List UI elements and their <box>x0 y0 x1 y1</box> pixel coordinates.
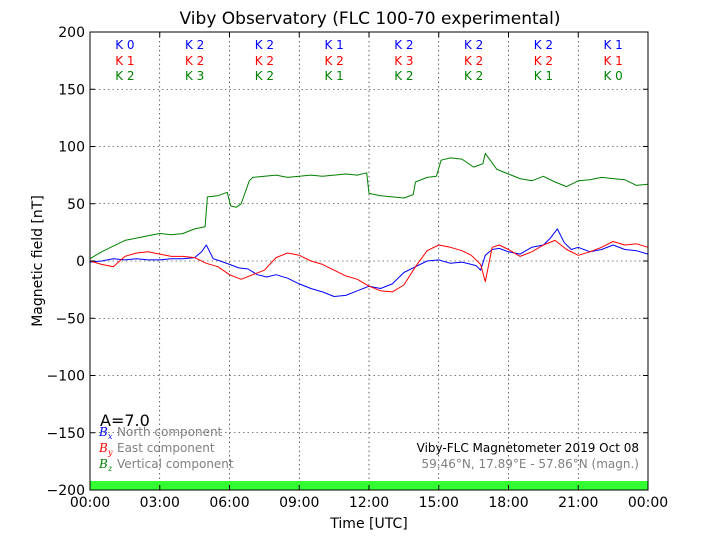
x-tick-label: 00:00 <box>70 495 110 511</box>
y-axis-label: Magnetic field [nT] <box>30 195 46 327</box>
k-index-north: K 1 <box>324 38 343 52</box>
x-tick-label: 12:00 <box>349 495 389 511</box>
k-index-north: K 2 <box>185 38 204 52</box>
k-index-east: K 2 <box>534 54 553 68</box>
legend-label: North component <box>117 425 223 439</box>
series-line-z <box>89 152 649 260</box>
x-tick-label: 00:00 <box>628 495 668 511</box>
k-index-table: K 0K 1K 2K 2K 2K 3K 2K 2K 2K 1K 2K 1K 2K… <box>115 38 623 83</box>
k-index-vertical: K 0 <box>603 69 622 83</box>
legend-symbol: B <box>98 425 108 439</box>
grid-lines <box>90 32 648 490</box>
x-tick-labels: 00:00 03:00 06:00 09:00 12:00 15:00 18:00 21:00… <box>70 495 668 511</box>
y-tick-label: 50 <box>67 197 85 213</box>
axis-ticks <box>89 31 649 491</box>
x-tick-label: 03:00 <box>140 495 180 511</box>
k-index-east: K 3 <box>394 54 413 68</box>
x-tick-label: 18:00 <box>488 495 528 511</box>
y-tick-label: −50 <box>55 311 85 327</box>
y-tick-label: 0 <box>76 254 85 270</box>
k-index-vertical: K 1 <box>534 69 553 83</box>
legend-subscript: x <box>108 432 113 441</box>
k-index-vertical: K 2 <box>115 69 134 83</box>
y-tick-label: −150 <box>47 426 85 442</box>
y-tick-label: −100 <box>47 369 85 385</box>
k-index-vertical: K 3 <box>185 69 204 83</box>
series-line-x <box>89 228 649 297</box>
x-tick-label: 09:00 <box>279 495 319 511</box>
chart-title: Viby Observatory (FLC 100-70 experimenta… <box>180 9 561 29</box>
y-tick-label: −200 <box>47 483 85 499</box>
k-index-east: K 2 <box>464 54 483 68</box>
legend-subscript: y <box>107 448 113 457</box>
k-index-east: K 1 <box>115 54 134 68</box>
legend-symbol: B <box>98 457 108 471</box>
legend-label: East component <box>117 441 215 455</box>
k-index-north: K 2 <box>464 38 483 52</box>
y-tick-label: 100 <box>58 140 85 156</box>
x-tick-label: 21:00 <box>558 495 598 511</box>
instrument-text: Viby-FLC Magnetometer 2019 Oct 08 <box>417 441 639 455</box>
k-index-east: K 2 <box>324 54 343 68</box>
k-index-vertical: K 1 <box>324 69 343 83</box>
y-tick-labels: 200 150 100 50 0 −50 −100 −150 −200 <box>47 25 85 499</box>
y-tick-label: 150 <box>58 82 85 98</box>
x-tick-label: 15:00 <box>419 495 459 511</box>
legend-label: Vertical component <box>117 457 234 471</box>
k-index-east: K 1 <box>603 54 622 68</box>
k-index-north: K 2 <box>255 38 274 52</box>
k-index-east: K 2 <box>185 54 204 68</box>
k-index-east: K 2 <box>255 54 274 68</box>
k-index-vertical: K 2 <box>464 69 483 83</box>
a-index-label: A=7.0 <box>100 411 150 430</box>
k-index-vertical: K 2 <box>255 69 274 83</box>
y-tick-label: 200 <box>58 25 85 41</box>
x-tick-label: 06:00 <box>209 495 249 511</box>
series-line-y <box>89 239 649 293</box>
k-index-north: K 2 <box>534 38 553 52</box>
legend-symbol: B <box>98 441 108 455</box>
legend-subscript: z <box>107 464 113 473</box>
k-index-vertical: K 2 <box>394 69 413 83</box>
k-index-north: K 2 <box>394 38 413 52</box>
x-axis-label: Time [UTC] <box>329 516 407 532</box>
k-index-north: K 0 <box>115 38 134 52</box>
k-index-north: K 1 <box>603 38 622 52</box>
series-lines <box>89 152 649 297</box>
location-text: 59.46°N, 17.89°E - 57.86°N (magn.) <box>422 457 639 471</box>
